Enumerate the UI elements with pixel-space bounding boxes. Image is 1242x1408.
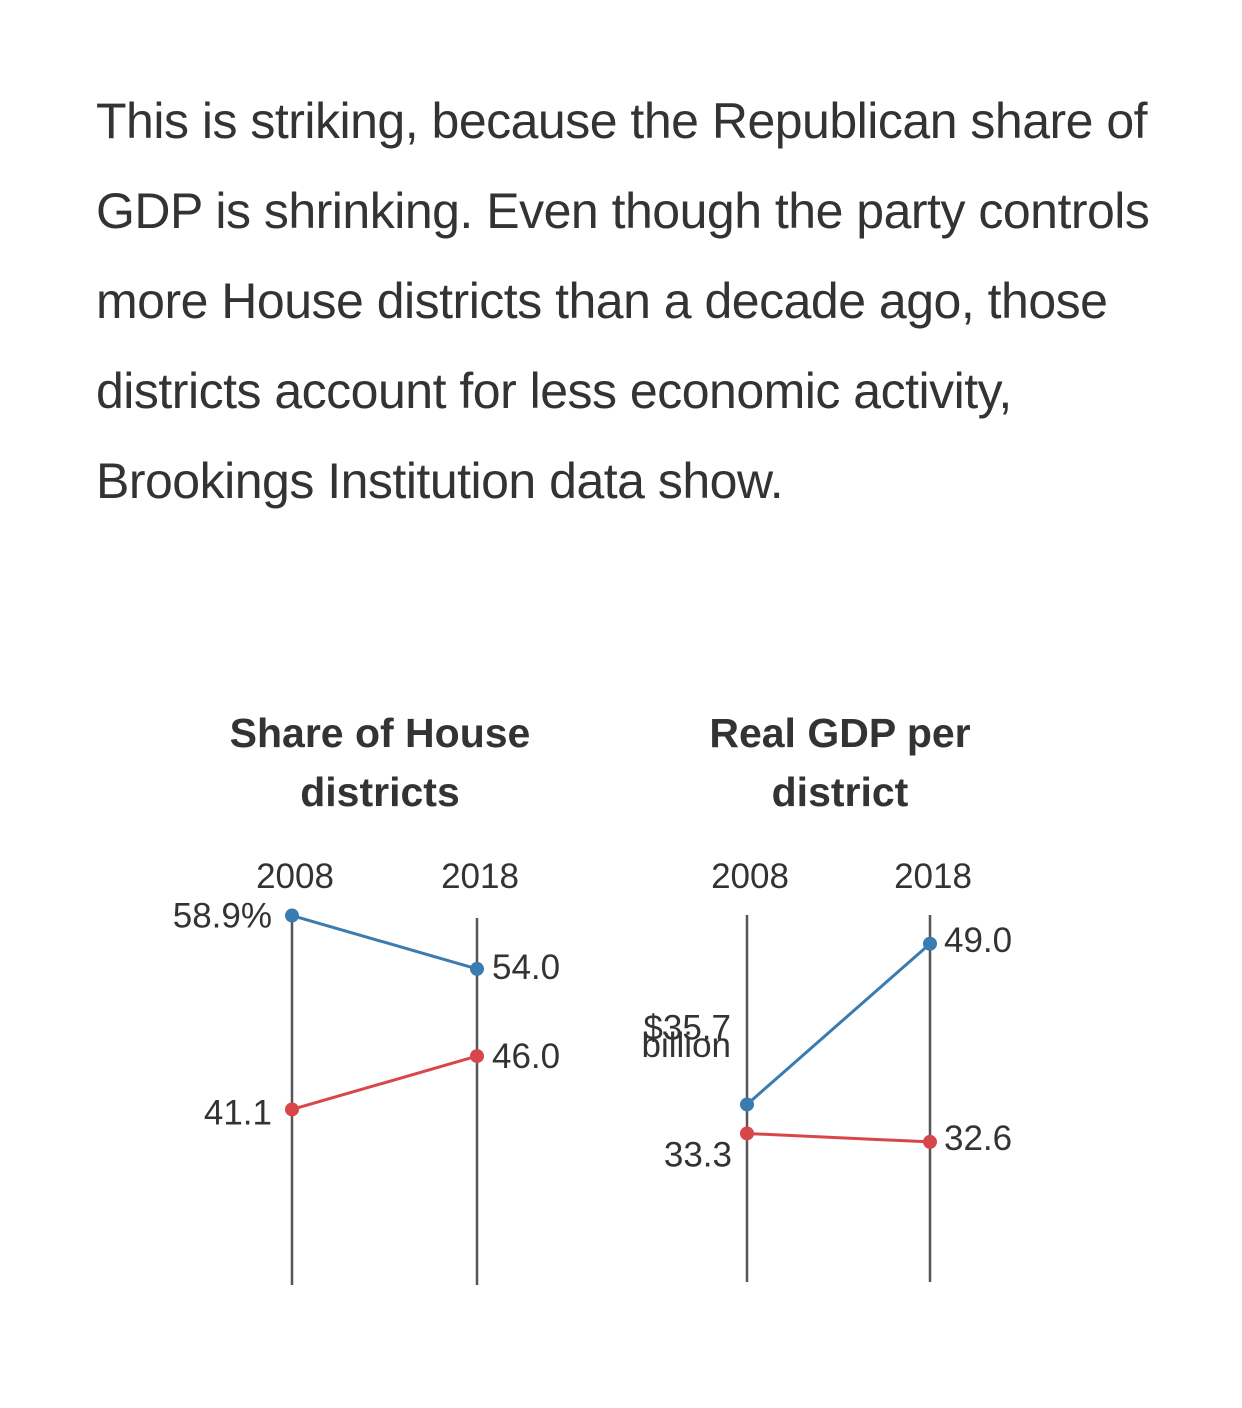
x-tick-label: 2008: [256, 857, 334, 896]
data-point-red: [740, 1126, 754, 1141]
series-line-red: [291, 1054, 478, 1111]
unit-label: billion: [642, 1026, 732, 1065]
data-label-red: 46.0: [492, 1037, 560, 1076]
chart-2: Real GDP per district 2008 2018 $35.7 49.0 33.…: [642, 710, 1012, 1282]
chart-1: Share of House districts 2008 2018 58.9% 54.0…: [173, 710, 560, 1285]
data-label-red: 41.1: [204, 1093, 272, 1132]
x-tick-label: 2008: [711, 857, 789, 896]
data-point-red: [470, 1049, 484, 1064]
series-line-red: [746, 1131, 931, 1144]
data-point-blue: [923, 936, 937, 951]
chart-title-line: districts: [300, 769, 460, 815]
data-point-blue: [285, 908, 299, 923]
series-line-blue: [746, 942, 931, 1106]
data-point-red: [923, 1134, 937, 1149]
data-point-blue: [740, 1097, 754, 1112]
data-label-blue: 54.0: [492, 948, 560, 987]
data-label-blue: $35.7: [643, 1008, 731, 1047]
data-label-red: 32.6: [944, 1119, 1012, 1158]
data-point-red: [285, 1102, 299, 1117]
series-line-blue: [291, 914, 478, 971]
x-tick-label: 2018: [441, 857, 519, 896]
chart-title-line: district: [772, 769, 909, 815]
chart-title-line: Share of House: [230, 710, 531, 756]
data-label-blue: 49.0: [944, 921, 1012, 960]
article-paragraph: This is striking, because the Republican…: [96, 93, 1150, 509]
data-label-blue: 58.9%: [173, 897, 272, 936]
data-point-blue: [470, 961, 484, 976]
data-label-red: 33.3: [664, 1135, 732, 1174]
chart-title-line: Real GDP per: [709, 710, 970, 756]
x-tick-label: 2018: [894, 857, 972, 896]
